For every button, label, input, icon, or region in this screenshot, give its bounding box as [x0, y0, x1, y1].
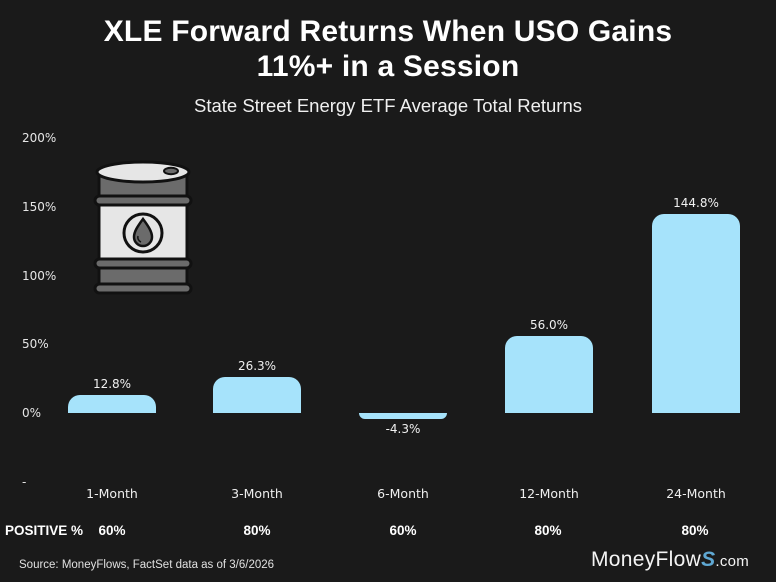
positive-pct-1-month: 60% — [98, 523, 126, 538]
positive-pct-6-month: 60% — [389, 523, 417, 538]
bar-3-month — [213, 376, 301, 413]
source-note: Source: MoneyFlows, FactSet data as of 3… — [19, 559, 275, 571]
chart-title: XLE Forward Returns When USO Gains 11%+ … — [0, 14, 776, 84]
positive-pct-label: POSITIVE % — [5, 523, 84, 538]
chart-title-line-2: 11%+ in a Session — [256, 50, 520, 83]
bar-value-label: -4.3% — [385, 422, 421, 436]
bar-12-month — [505, 336, 593, 413]
y-tick-label: 150% — [22, 199, 57, 214]
bar-value-label: 26.3% — [237, 358, 277, 373]
y-tick-label: - — [22, 474, 27, 489]
bar-1-month — [68, 395, 156, 413]
positive-pct-3-month: 80% — [243, 523, 271, 538]
chart-subtitle: State Street Energy ETF Average Total Re… — [193, 95, 583, 116]
bar-value-label: 12.8% — [92, 377, 132, 392]
positive-pct-12-month: 80% — [534, 523, 562, 538]
brand-logo: MoneyFlowS.com — [591, 548, 749, 572]
y-tick-label: 50% — [22, 337, 49, 352]
bar-6-month — [359, 413, 447, 419]
chart-title-line-1: XLE Forward Returns When USO Gains — [103, 15, 673, 48]
brand-suffix: .com — [715, 553, 750, 570]
bar-value-label: 56.0% — [529, 318, 569, 332]
x-category-label: 3-Month — [231, 486, 283, 501]
y-tick-label: 200% — [22, 131, 57, 145]
positive-pct-24-month: 80% — [681, 523, 709, 538]
oil-barrel-icon — [93, 160, 193, 295]
x-category-label: 1-Month — [86, 486, 138, 501]
bar-24-month — [652, 213, 740, 413]
x-category-label: 24-Month — [666, 486, 726, 501]
y-tick-label: 0% — [22, 406, 42, 420]
bar-value-label: 144.8% — [673, 195, 719, 210]
brand-accent: S — [701, 548, 716, 571]
x-category-label: 12-Month — [519, 486, 579, 501]
x-category-label: 6-Month — [377, 486, 429, 501]
brand-main: MoneyFlow — [591, 548, 702, 571]
y-tick-label: 100% — [22, 268, 57, 283]
